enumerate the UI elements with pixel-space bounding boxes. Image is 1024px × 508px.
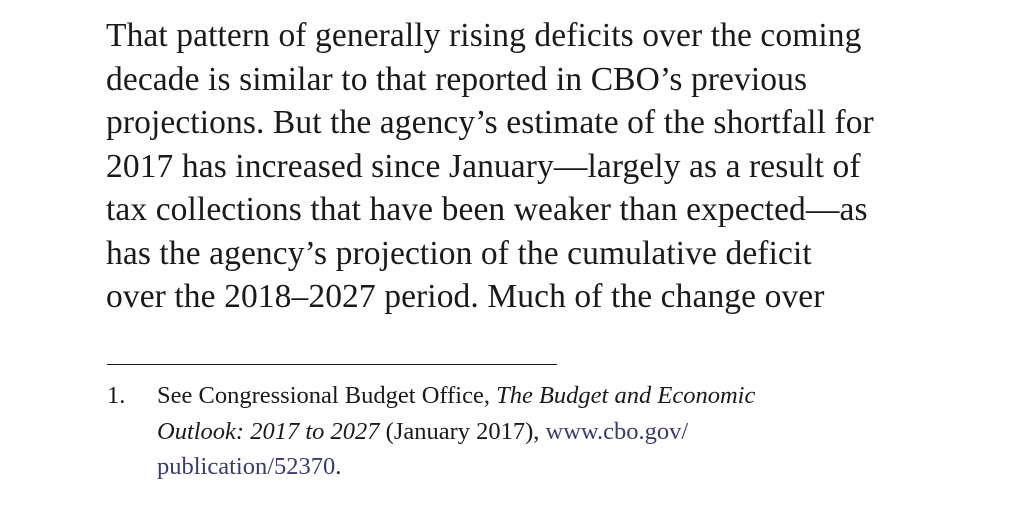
footnote-number: 1.	[107, 382, 126, 409]
paragraph-line: over the 2018–2027 period. Much of the c…	[106, 278, 825, 315]
footnote-link[interactable]: www.cbo.gov/	[545, 417, 689, 445]
footnote-report-title: The Budget and Economic	[496, 382, 756, 409]
footnote-date: (January 2017),	[379, 417, 546, 445]
footnote-period: .	[335, 453, 342, 480]
footnote-line: publication/52370.	[157, 449, 977, 485]
body-paragraph: That pattern of generally rising deficit…	[106, 14, 1006, 319]
footnote-report-title: Outlook: 2017 to 2027	[157, 417, 380, 445]
footnote-link[interactable]: publication/52370	[157, 453, 336, 480]
footnote-text: See Congressional Budget Office, The Bud…	[157, 378, 977, 485]
footnote-citation-prefix: See Congressional Budget Office,	[157, 382, 497, 409]
paragraph-line: projections. But the agency’s estimate o…	[106, 104, 874, 141]
paragraph-line: decade is similar to that reported in CB…	[106, 60, 808, 98]
paragraph-line: tax collections that have been weaker th…	[106, 191, 868, 228]
paragraph-line: 2017 has increased since January—largely…	[106, 147, 861, 185]
paragraph-line: That pattern of generally rising deficit…	[106, 17, 862, 54]
footnote-line: See Congressional Budget Office, The Bud…	[157, 378, 977, 414]
footnote-divider	[107, 364, 557, 365]
footnote-line: Outlook: 2017 to 2027 (January 2017), ww…	[157, 414, 977, 450]
paragraph-line: has the agency’s projection of the cumul…	[106, 234, 812, 272]
